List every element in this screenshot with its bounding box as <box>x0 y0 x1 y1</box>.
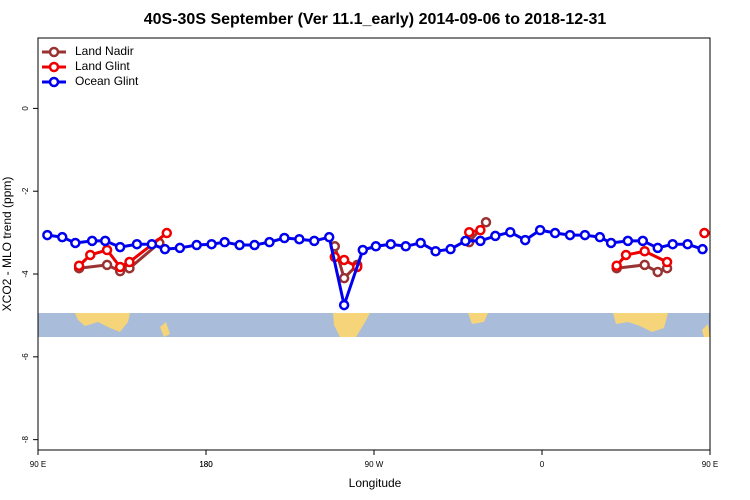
legend-marker <box>48 46 60 58</box>
marker <box>161 227 173 239</box>
marker <box>309 235 320 247</box>
marker <box>564 229 576 241</box>
marker <box>385 238 397 250</box>
marker <box>430 245 441 257</box>
x-tick-label: 0 <box>540 460 545 469</box>
marker <box>682 238 693 250</box>
marker <box>620 249 632 261</box>
marker <box>549 227 561 239</box>
marker <box>460 235 471 247</box>
marker <box>357 244 369 256</box>
marker <box>338 299 350 311</box>
marker <box>191 239 202 251</box>
marker <box>622 235 634 247</box>
marker <box>637 235 649 247</box>
marker <box>124 256 135 268</box>
marker <box>639 245 650 257</box>
marker <box>264 236 275 248</box>
marker <box>131 238 143 250</box>
legend-marker <box>48 61 60 73</box>
legend-label: Land Glint <box>75 59 130 73</box>
marker <box>234 239 245 251</box>
marker <box>159 243 171 255</box>
marker <box>206 238 217 250</box>
marker <box>400 241 411 252</box>
marker <box>338 254 350 266</box>
marker <box>70 237 81 249</box>
marker <box>697 243 708 255</box>
y-tick-label: 0 <box>21 106 30 111</box>
chart-title: 40S-30S September (Ver 11.1_early) 2014-… <box>144 11 607 28</box>
marker <box>579 229 591 241</box>
y-tick-label: -2 <box>21 187 30 195</box>
marker <box>652 266 663 278</box>
legend-label: Ocean Glint <box>75 74 139 88</box>
marker <box>73 260 85 271</box>
marker <box>323 231 335 243</box>
x-axis-label: Longitude <box>349 476 402 490</box>
x-tick-label: 180 <box>199 460 213 469</box>
marker <box>101 259 113 271</box>
marker <box>279 232 290 244</box>
marker <box>605 237 617 249</box>
marker <box>219 236 230 248</box>
marker <box>480 217 492 228</box>
marker <box>445 243 456 255</box>
marker <box>174 242 186 254</box>
marker <box>652 242 663 254</box>
marker <box>294 233 305 245</box>
marker <box>639 259 650 271</box>
y-tick-label: -8 <box>21 436 30 444</box>
x-tick-label: 90 E <box>30 460 46 469</box>
marker <box>114 261 126 273</box>
map-strip <box>38 313 710 337</box>
legend-marker <box>48 76 60 88</box>
marker <box>475 235 486 247</box>
marker <box>338 272 350 284</box>
marker <box>699 227 710 239</box>
marker <box>490 230 501 242</box>
marker <box>86 235 98 247</box>
x-tick-label: 180 <box>199 460 213 469</box>
x-tick-label: 90 E <box>702 460 718 469</box>
marker <box>611 260 622 271</box>
marker <box>534 224 546 236</box>
y-tick-label: -4 <box>21 270 30 278</box>
marker <box>370 241 382 252</box>
marker <box>475 224 486 236</box>
marker <box>519 234 531 246</box>
marker <box>463 226 475 238</box>
y-axis-label: XCO2 - MLO trend (ppm) <box>0 177 14 312</box>
x-tick-label: 90 W <box>365 460 384 469</box>
marker <box>594 231 606 243</box>
marker <box>42 229 53 241</box>
marker <box>99 235 111 247</box>
marker <box>505 226 516 238</box>
marker <box>249 239 260 251</box>
marker <box>101 244 113 256</box>
marker <box>415 237 426 249</box>
marker <box>667 238 678 250</box>
marker <box>661 256 673 268</box>
legend-label: Land Nadir <box>75 44 134 58</box>
marker <box>114 241 126 253</box>
marker <box>146 238 158 250</box>
y-tick-label: -6 <box>21 353 30 361</box>
marker <box>85 249 96 261</box>
marker <box>57 231 68 243</box>
